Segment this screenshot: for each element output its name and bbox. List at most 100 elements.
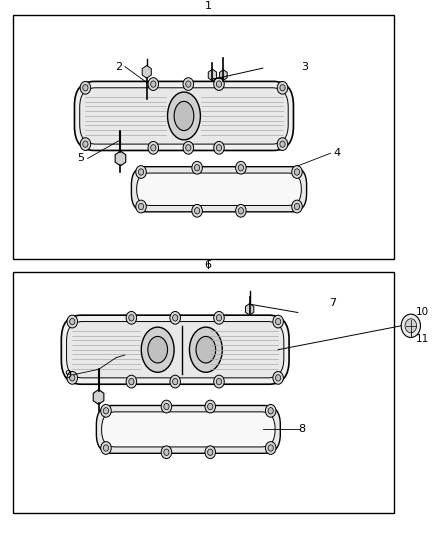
Circle shape: [70, 318, 75, 325]
Circle shape: [216, 81, 222, 87]
Text: 7: 7: [329, 298, 336, 309]
Circle shape: [67, 372, 78, 384]
Circle shape: [236, 161, 246, 174]
Circle shape: [273, 315, 283, 328]
Circle shape: [401, 314, 420, 337]
Circle shape: [238, 165, 244, 171]
Circle shape: [170, 375, 180, 388]
Circle shape: [292, 200, 302, 213]
Text: 1: 1: [205, 1, 212, 11]
Circle shape: [67, 315, 78, 328]
Circle shape: [277, 138, 288, 150]
FancyBboxPatch shape: [74, 82, 293, 150]
Circle shape: [151, 81, 156, 87]
Circle shape: [216, 314, 222, 321]
Circle shape: [138, 169, 144, 175]
Circle shape: [80, 138, 91, 150]
Circle shape: [292, 166, 302, 179]
Ellipse shape: [174, 101, 194, 131]
Circle shape: [280, 85, 285, 91]
Circle shape: [265, 442, 276, 454]
Circle shape: [161, 400, 172, 413]
Circle shape: [294, 203, 300, 209]
FancyBboxPatch shape: [96, 406, 280, 453]
Circle shape: [214, 311, 224, 324]
Circle shape: [216, 378, 222, 385]
Circle shape: [405, 319, 417, 333]
Polygon shape: [93, 390, 104, 405]
Ellipse shape: [189, 327, 223, 372]
Circle shape: [103, 408, 109, 414]
Circle shape: [101, 442, 111, 454]
Circle shape: [277, 82, 288, 94]
Circle shape: [164, 449, 169, 455]
Circle shape: [214, 78, 224, 91]
Circle shape: [148, 141, 159, 154]
FancyBboxPatch shape: [131, 167, 307, 212]
Text: 2: 2: [115, 61, 122, 71]
Circle shape: [216, 144, 222, 151]
Circle shape: [83, 85, 88, 91]
Ellipse shape: [141, 327, 174, 372]
FancyBboxPatch shape: [102, 412, 275, 447]
Circle shape: [136, 200, 146, 213]
Circle shape: [103, 445, 109, 451]
Circle shape: [214, 141, 224, 154]
Circle shape: [186, 144, 191, 151]
Circle shape: [151, 144, 156, 151]
Circle shape: [126, 311, 137, 324]
Circle shape: [80, 82, 91, 94]
Circle shape: [129, 378, 134, 385]
Circle shape: [129, 314, 134, 321]
Circle shape: [276, 375, 281, 381]
Circle shape: [126, 375, 137, 388]
Ellipse shape: [148, 336, 167, 363]
Circle shape: [268, 408, 273, 414]
Circle shape: [101, 405, 111, 417]
Circle shape: [236, 204, 246, 217]
Circle shape: [192, 161, 202, 174]
Polygon shape: [115, 151, 126, 166]
Circle shape: [194, 165, 200, 171]
Text: 11: 11: [416, 334, 429, 344]
Text: 10: 10: [416, 307, 429, 317]
Circle shape: [148, 78, 159, 91]
Circle shape: [192, 204, 202, 217]
FancyBboxPatch shape: [80, 88, 288, 144]
Circle shape: [136, 166, 146, 179]
Polygon shape: [142, 66, 151, 78]
Circle shape: [183, 78, 194, 91]
FancyBboxPatch shape: [137, 173, 301, 205]
Text: 9: 9: [64, 370, 71, 379]
Circle shape: [280, 141, 285, 147]
Circle shape: [268, 445, 273, 451]
Circle shape: [183, 141, 194, 154]
Circle shape: [205, 446, 215, 458]
Circle shape: [186, 81, 191, 87]
Circle shape: [276, 318, 281, 325]
Circle shape: [70, 375, 75, 381]
Circle shape: [161, 446, 172, 458]
FancyBboxPatch shape: [67, 321, 284, 378]
Circle shape: [208, 403, 213, 410]
Polygon shape: [208, 69, 217, 81]
Text: 4: 4: [334, 148, 341, 158]
Circle shape: [205, 400, 215, 413]
Circle shape: [214, 375, 224, 388]
Text: 6: 6: [205, 260, 212, 270]
Circle shape: [208, 449, 213, 455]
FancyBboxPatch shape: [61, 315, 289, 384]
Circle shape: [164, 403, 169, 410]
Circle shape: [294, 169, 300, 175]
Text: 3: 3: [301, 61, 308, 71]
Text: 5: 5: [78, 154, 85, 164]
Text: 8: 8: [299, 424, 306, 434]
Circle shape: [83, 141, 88, 147]
Circle shape: [238, 207, 244, 214]
Circle shape: [273, 372, 283, 384]
Ellipse shape: [196, 336, 215, 363]
Circle shape: [170, 311, 180, 324]
Circle shape: [173, 314, 178, 321]
Ellipse shape: [167, 92, 200, 140]
Circle shape: [138, 203, 144, 209]
